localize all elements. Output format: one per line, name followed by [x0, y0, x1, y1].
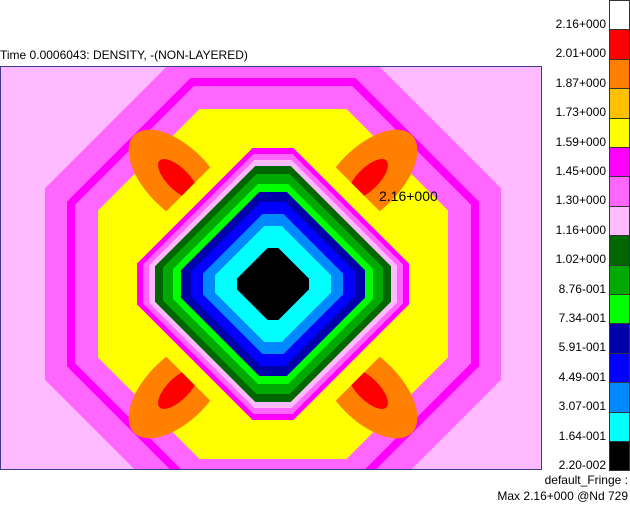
contour-core-black: [237, 248, 309, 320]
legend-label: 1.02+000: [555, 252, 606, 267]
legend-label: 1.59+000: [555, 134, 606, 149]
legend-label: 2.20-002: [558, 458, 606, 472]
fringe-legend: [609, 0, 630, 472]
max-node-text: Max 2.16+000 @Nd 729: [497, 489, 628, 503]
legend-swatch: [609, 264, 630, 295]
density-fringe-plot[interactable]: [0, 66, 542, 470]
legend-swatch: [609, 441, 630, 472]
lobe-top-left-red: [158, 159, 198, 199]
lobe-bottom-right-red: [348, 369, 388, 409]
legend-swatch: [609, 0, 630, 31]
legend-swatch: [609, 29, 630, 60]
legend-swatch: [609, 323, 630, 354]
legend-swatch: [609, 235, 630, 266]
legend-swatch: [609, 411, 630, 442]
legend-label: 1.45+000: [555, 164, 606, 178]
legend-swatch: [609, 88, 630, 119]
legend-swatch: [609, 147, 630, 178]
contour-svg: [1, 67, 541, 469]
fringe-name: default_Fringe :: [544, 473, 628, 487]
legend-label: 1.73+000: [555, 105, 606, 120]
legend-label: 1.87+000: [555, 75, 606, 90]
legend-label: 7.34-001: [558, 311, 606, 325]
plot-title: Time 0.0006043: DENSITY, -(NON-LAYERED): [0, 48, 248, 62]
lobe-top-right-red: [348, 159, 388, 199]
legend-label: 3.07-001: [558, 399, 606, 414]
legend-swatch: [609, 205, 630, 237]
legend-swatch: [609, 58, 630, 90]
legend-swatch: [609, 352, 630, 384]
legend-swatch: [609, 176, 630, 207]
legend-swatch: [609, 382, 630, 413]
legend-label: 1.16+000: [555, 222, 606, 237]
legend-label: 5.91-001: [558, 340, 606, 355]
legend-label: 8.76-001: [558, 281, 606, 296]
legend-label: 2.16+000: [555, 17, 606, 31]
lobe-bottom-left-red: [158, 369, 198, 409]
max-value-annotation: 2.16+000: [379, 188, 438, 204]
legend-label: 4.49-001: [558, 369, 606, 384]
legend-label: 1.30+000: [555, 193, 606, 208]
legend-label: 1.64-001: [558, 428, 606, 443]
legend-swatch: [609, 294, 630, 325]
legend-label: 2.01+000: [555, 46, 606, 61]
legend-swatch: [609, 117, 630, 148]
